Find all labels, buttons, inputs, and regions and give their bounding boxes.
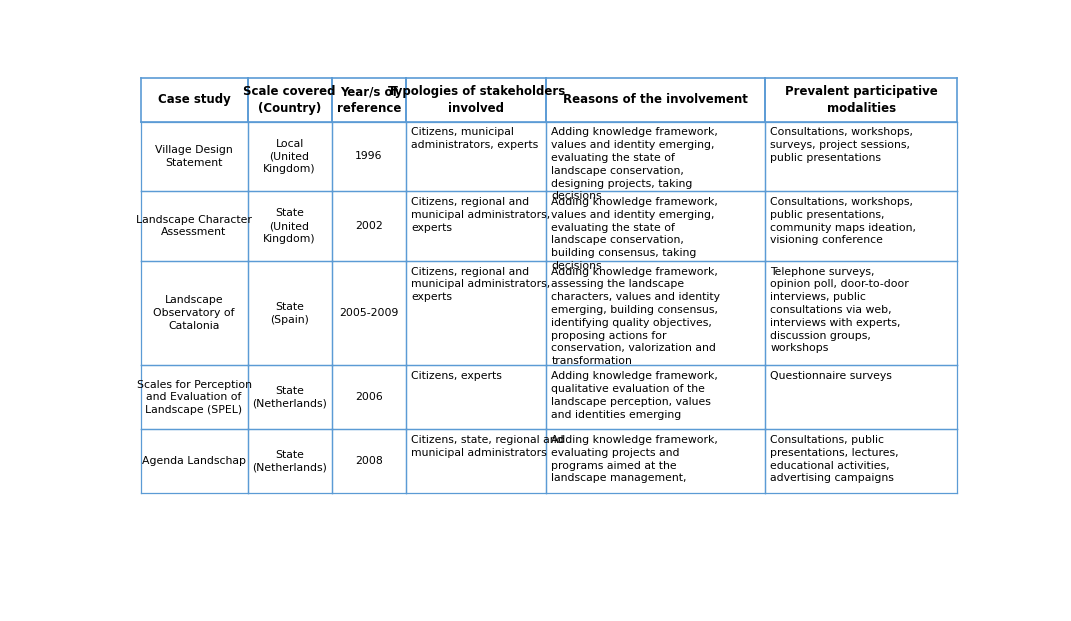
Bar bbox=[406, 122, 546, 191]
Text: State
(Spain): State (Spain) bbox=[270, 302, 310, 325]
Text: State
(Netherlands): State (Netherlands) bbox=[252, 450, 327, 473]
Bar bbox=[766, 429, 957, 493]
Bar bbox=[766, 122, 957, 191]
Bar bbox=[140, 191, 247, 261]
Bar bbox=[766, 261, 957, 365]
Bar bbox=[247, 78, 332, 122]
Text: Adding knowledge framework,
assessing the landscape
characters, values and ident: Adding knowledge framework, assessing th… bbox=[552, 266, 721, 366]
Text: State
(United
Kingdom): State (United Kingdom) bbox=[263, 208, 316, 244]
Text: Reasons of the involvement: Reasons of the involvement bbox=[563, 94, 749, 106]
Text: Scale covered
(Country): Scale covered (Country) bbox=[243, 85, 336, 115]
Text: Scales for Perception
and Evaluation of
Landscape (SPEL): Scales for Perception and Evaluation of … bbox=[136, 379, 252, 415]
Bar bbox=[247, 365, 332, 429]
Bar bbox=[406, 365, 546, 429]
Text: Citizens, regional and
municipal administrators,
experts: Citizens, regional and municipal adminis… bbox=[411, 266, 550, 302]
Bar bbox=[332, 122, 406, 191]
Text: Telephone surveys,
opinion poll, door-to-door
interviews, public
consultations v: Telephone surveys, opinion poll, door-to… bbox=[770, 266, 909, 353]
Text: Adding knowledge framework,
values and identity emerging,
evaluating the state o: Adding knowledge framework, values and i… bbox=[552, 197, 719, 271]
Text: Citizens, state, regional and
municipal administrators: Citizens, state, regional and municipal … bbox=[411, 435, 563, 458]
Text: State
(Netherlands): State (Netherlands) bbox=[252, 386, 327, 409]
Text: Citizens, experts: Citizens, experts bbox=[411, 371, 502, 381]
Bar bbox=[247, 429, 332, 493]
Bar bbox=[546, 78, 766, 122]
Bar bbox=[247, 261, 332, 365]
Bar bbox=[140, 78, 247, 122]
Text: Consultations, public
presentations, lectures,
educational activities,
advertisi: Consultations, public presentations, lec… bbox=[770, 435, 899, 484]
Text: 2005-2009: 2005-2009 bbox=[340, 308, 398, 318]
Bar bbox=[546, 191, 766, 261]
Bar bbox=[406, 191, 546, 261]
Bar bbox=[546, 122, 766, 191]
Bar bbox=[406, 261, 546, 365]
Bar bbox=[247, 191, 332, 261]
Text: Local
(United
Kingdom): Local (United Kingdom) bbox=[263, 138, 316, 175]
Text: 2002: 2002 bbox=[355, 221, 382, 231]
Bar bbox=[332, 429, 406, 493]
Bar bbox=[766, 191, 957, 261]
Text: Adding knowledge framework,
values and identity emerging,
evaluating the state o: Adding knowledge framework, values and i… bbox=[552, 127, 719, 201]
Text: Questionnaire surveys: Questionnaire surveys bbox=[770, 371, 892, 381]
Text: Landscape Character
Assessment: Landscape Character Assessment bbox=[136, 215, 252, 237]
Text: Citizens, municipal
administrators, experts: Citizens, municipal administrators, expe… bbox=[411, 127, 539, 150]
Bar bbox=[332, 191, 406, 261]
Text: Landscape
Observatory of
Catalonia: Landscape Observatory of Catalonia bbox=[153, 296, 235, 331]
Bar bbox=[546, 261, 766, 365]
Bar bbox=[406, 429, 546, 493]
Text: 2006: 2006 bbox=[355, 392, 382, 402]
Bar bbox=[140, 261, 247, 365]
Text: Adding knowledge framework,
qualitative evaluation of the
landscape perception, : Adding knowledge framework, qualitative … bbox=[552, 371, 719, 420]
Text: 2008: 2008 bbox=[355, 456, 382, 466]
Bar bbox=[406, 78, 546, 122]
Bar bbox=[546, 365, 766, 429]
Text: 1996: 1996 bbox=[356, 152, 382, 161]
Bar bbox=[546, 429, 766, 493]
Bar bbox=[332, 78, 406, 122]
Text: Year/s of
reference: Year/s of reference bbox=[336, 85, 401, 115]
Bar bbox=[766, 78, 957, 122]
Text: Citizens, regional and
municipal administrators,
experts: Citizens, regional and municipal adminis… bbox=[411, 197, 550, 233]
Bar bbox=[140, 365, 247, 429]
Bar bbox=[332, 261, 406, 365]
Text: Consultations, workshops,
public presentations,
community maps ideation,
visioni: Consultations, workshops, public present… bbox=[770, 197, 917, 245]
Text: Prevalent participative
modalities: Prevalent participative modalities bbox=[785, 85, 938, 115]
Text: Consultations, workshops,
surveys, project sessions,
public presentations: Consultations, workshops, surveys, proje… bbox=[770, 127, 914, 163]
Bar bbox=[247, 122, 332, 191]
Bar bbox=[140, 122, 247, 191]
Text: Adding knowledge framework,
evaluating projects and
programs aimed at the
landsc: Adding knowledge framework, evaluating p… bbox=[552, 435, 719, 484]
Text: Village Design
Statement: Village Design Statement bbox=[155, 145, 232, 168]
Bar bbox=[140, 429, 247, 493]
Text: Typologies of stakeholders
involved: Typologies of stakeholders involved bbox=[388, 85, 564, 115]
Text: Agenda Landschap: Agenda Landschap bbox=[142, 456, 246, 466]
Bar bbox=[766, 365, 957, 429]
Text: Case study: Case study bbox=[157, 94, 230, 106]
Bar bbox=[332, 365, 406, 429]
